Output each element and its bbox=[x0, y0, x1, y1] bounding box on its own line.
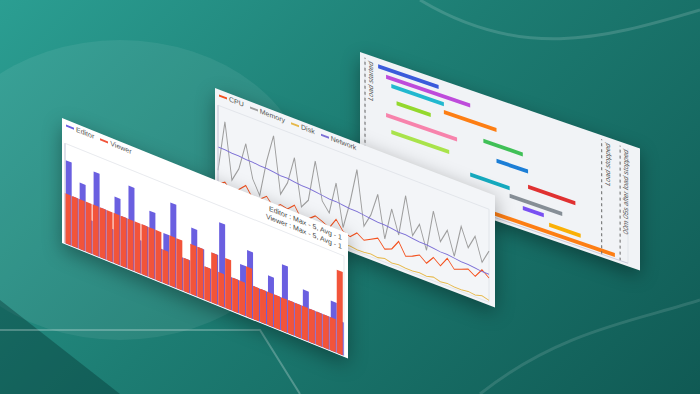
html-text:Disk: Disk bbox=[301, 123, 315, 136]
svg-text:Load started: Load started bbox=[366, 59, 375, 102]
html-text:Viewer : Max - 5, Avg - 1: Viewer : Max - 5, Avg - 1 bbox=[266, 212, 342, 251]
html-text:Memory: Memory bbox=[259, 107, 286, 124]
html-text:Network: Network bbox=[330, 134, 357, 152]
html-text:Editor: Editor bbox=[76, 125, 95, 140]
html-text:Editor : Max - 5, Avg - 1: Editor : Max - 5, Avg - 1 bbox=[269, 204, 342, 242]
html-text:CPU: CPU bbox=[229, 95, 244, 108]
svg-text:00m 05s after load stopped: 00m 05s after load stopped bbox=[621, 147, 630, 236]
html-text:Viewer: Viewer bbox=[110, 139, 132, 156]
svg-text:Load stopped: Load stopped bbox=[603, 141, 612, 187]
